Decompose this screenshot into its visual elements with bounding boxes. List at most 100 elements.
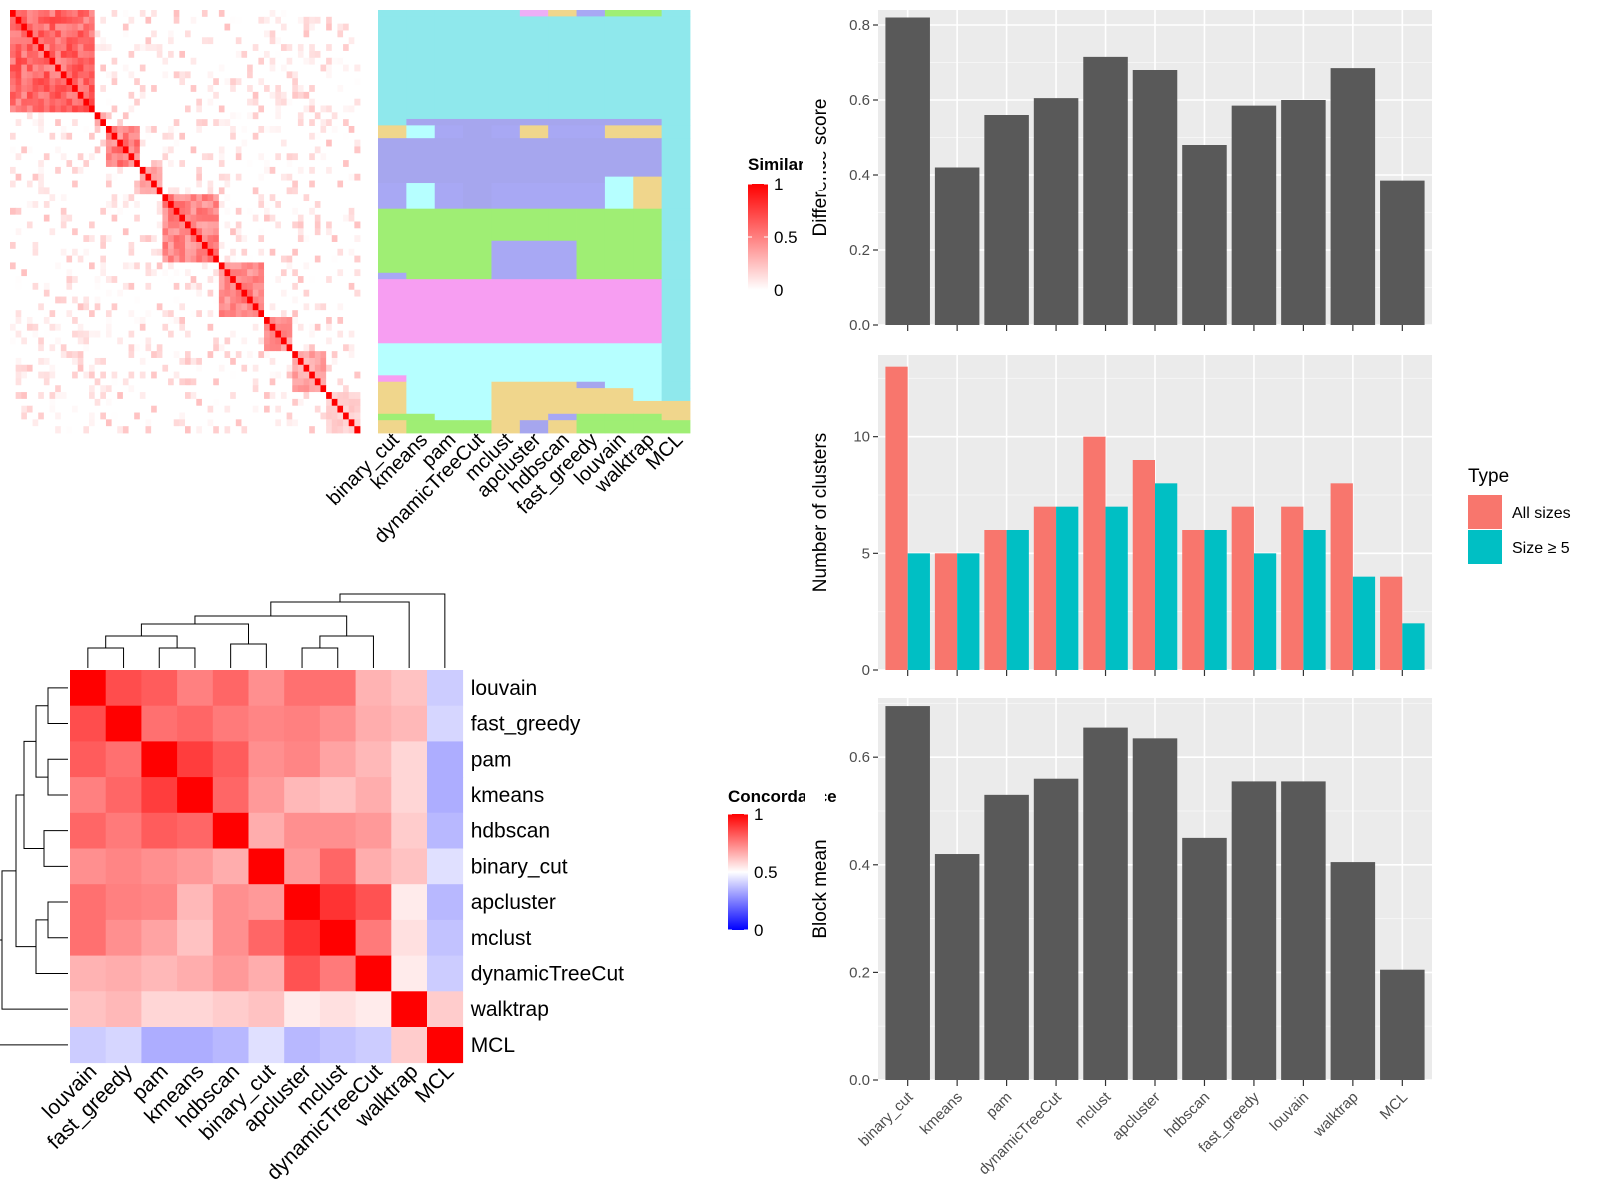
y-tick-label: 0 xyxy=(862,662,870,679)
similarity-cell xyxy=(49,85,56,93)
similarity-cell xyxy=(185,364,192,372)
similarity-cell xyxy=(38,296,45,304)
similarity-cell xyxy=(173,323,180,332)
similarity-cell xyxy=(314,392,321,400)
similarity-cell xyxy=(111,262,118,270)
concordance-cell xyxy=(141,812,178,849)
similarity-cell xyxy=(89,50,96,59)
similarity-cell xyxy=(156,214,163,222)
similarity-cell xyxy=(292,98,299,106)
similarity-cell xyxy=(122,50,129,59)
similarity-cell xyxy=(326,241,333,250)
similarity-cell xyxy=(309,132,316,141)
similarity-cell xyxy=(309,10,316,18)
similarity-cell xyxy=(21,64,28,72)
similarity-cell xyxy=(213,262,220,270)
similarity-cell xyxy=(230,23,237,31)
similarity-cell xyxy=(43,419,50,427)
similarity-cell xyxy=(66,317,73,325)
similarity-cell xyxy=(43,146,50,154)
similarity-cell xyxy=(145,255,152,263)
similarity-cell xyxy=(309,221,316,229)
similarity-cell xyxy=(275,153,282,161)
similarity-cell xyxy=(201,344,208,352)
similarity-cell xyxy=(173,221,180,229)
similarity-cell xyxy=(190,50,197,59)
similarity-cell xyxy=(15,364,22,372)
similarity-cell xyxy=(162,173,169,181)
similarity-cell xyxy=(168,412,175,420)
similarity-cell xyxy=(151,344,158,352)
similarity-cell xyxy=(151,194,158,202)
similarity-cell xyxy=(10,139,17,147)
similarity-cell xyxy=(43,385,50,393)
bar xyxy=(934,854,980,1080)
similarity-cell xyxy=(72,91,79,100)
similarity-cell xyxy=(151,98,158,106)
similarity-cell xyxy=(224,262,231,270)
similarity-cell xyxy=(117,50,124,59)
similarity-cell xyxy=(309,398,316,407)
similarity-cell xyxy=(100,78,107,86)
similarity-cell xyxy=(348,241,355,250)
membership-cell xyxy=(604,16,634,120)
similarity-cell xyxy=(111,412,118,420)
similarity-cell xyxy=(32,317,39,325)
similarity-cell xyxy=(55,132,62,141)
similarity-cell xyxy=(309,201,316,209)
similarity-cell xyxy=(134,10,141,18)
similarity-cell xyxy=(264,255,271,263)
similarity-cell xyxy=(117,139,124,147)
similarity-cell xyxy=(201,153,208,161)
similarity-cell xyxy=(111,201,118,209)
similarity-cell xyxy=(190,201,197,209)
similarity-cell xyxy=(100,378,107,386)
similarity-cell xyxy=(179,30,186,38)
similarity-cell xyxy=(55,357,62,366)
similarity-cell xyxy=(38,221,45,229)
similarity-cell xyxy=(303,187,310,195)
similarity-cell xyxy=(139,228,146,236)
similarity-cell xyxy=(38,71,45,79)
similarity-cell xyxy=(331,44,338,52)
similarity-cell xyxy=(21,364,28,372)
similarity-cell xyxy=(213,112,220,120)
similarity-cell xyxy=(326,371,333,379)
similarity-cell xyxy=(151,44,158,52)
concordance-cell xyxy=(141,777,178,814)
similarity-cell xyxy=(224,419,231,427)
concordance-row-label: kmeans xyxy=(471,784,545,807)
similarity-cell xyxy=(196,303,203,311)
similarity-cell xyxy=(343,248,350,257)
similarity-cell xyxy=(320,357,327,366)
similarity-cell xyxy=(162,330,169,338)
similarity-cell xyxy=(354,173,361,181)
similarity-cell xyxy=(66,344,73,352)
similarity-cell xyxy=(111,146,118,154)
similarity-cell xyxy=(83,364,90,372)
similarity-cell xyxy=(190,78,197,86)
similarity-cell xyxy=(66,221,73,229)
similarity-cell xyxy=(201,371,208,379)
similarity-cell xyxy=(201,160,208,168)
similarity-cell xyxy=(320,228,327,236)
similarity-cell xyxy=(247,303,254,311)
similarity-cell xyxy=(55,385,62,393)
similarity-cell xyxy=(207,10,214,18)
similarity-cell xyxy=(224,282,231,291)
similarity-cell xyxy=(100,426,107,434)
similarity-cell xyxy=(83,337,90,345)
similarity-cell xyxy=(252,173,259,181)
similarity-cell xyxy=(83,119,90,127)
similarity-cell xyxy=(264,323,271,332)
similarity-cell xyxy=(94,276,101,284)
bar-size-5 xyxy=(1303,530,1326,670)
similarity-cell xyxy=(43,160,50,168)
similarity-cell xyxy=(60,255,67,263)
similarity-cell xyxy=(151,132,158,141)
membership-cell xyxy=(378,420,407,434)
similarity-cell xyxy=(100,337,107,345)
similarity-cell xyxy=(258,351,265,359)
similarity-cell xyxy=(72,30,79,38)
similarity-cell xyxy=(196,255,203,263)
